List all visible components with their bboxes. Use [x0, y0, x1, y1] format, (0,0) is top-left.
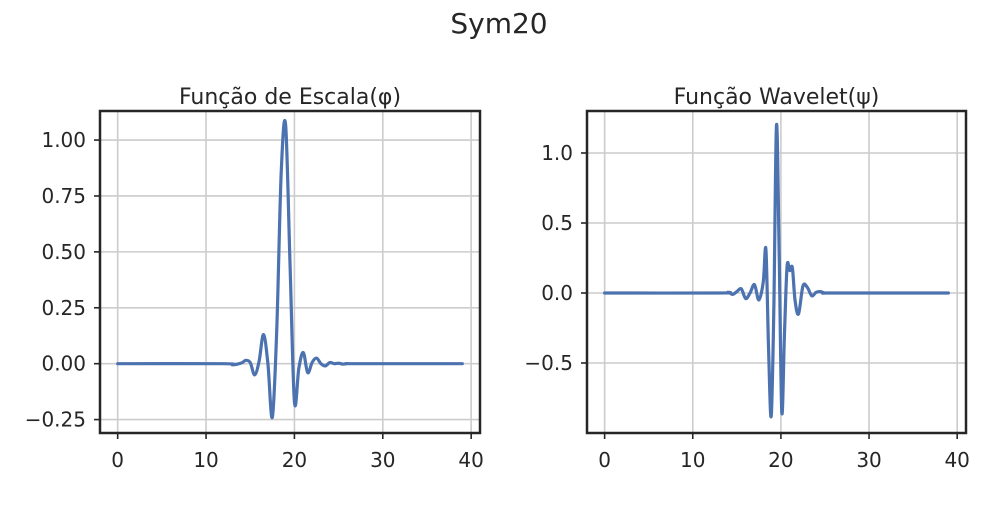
wavelet-function-xtick-label: 40	[944, 448, 969, 472]
scaling-function-frame	[98, 109, 482, 435]
scaling-function-ticks: 0 10 20 30 40 −0.25 0.00 0.25 0.50 0.75 1.00	[25, 128, 484, 472]
scaling-function-title: Função de Escala(φ)	[179, 85, 401, 110]
scaling-function-xtick-label: 40	[458, 448, 483, 472]
scaling-function-ytick-label: −0.25	[25, 408, 86, 432]
wavelet-function-ytick-label: 1.0	[541, 141, 573, 165]
wavelet-function-xtick-label: 30	[856, 448, 881, 472]
scaling-function-panel: 0 10 20 30 40 −0.25 0.00 0.25 0.50 0.75 1.00 Funçã…	[25, 85, 484, 472]
scaling-function-ytick-label: 0.50	[41, 240, 86, 264]
wavelet-function-ytick-label: −0.5	[524, 351, 573, 375]
wavelet-function-ytick-label: 0.0	[541, 281, 573, 305]
scaling-function-xtick-label: 30	[370, 448, 395, 472]
wavelet-function-grid	[587, 111, 966, 433]
wavelet-function-frame	[585, 109, 968, 435]
wavelet-function-panel: 0 10 20 30 40 −0.5 0.0 0.5 1.0 Função Wavelet(ψ)	[524, 85, 969, 472]
scaling-function-ytick-label: 0.75	[41, 184, 86, 208]
scaling-function-xtick-label: 10	[193, 448, 218, 472]
scaling-function-line	[116, 119, 464, 420]
scaling-function-ytick-label: 0.25	[41, 296, 86, 320]
wavelet-function-xtick-label: 10	[680, 448, 705, 472]
scaling-function-ytick-label: 1.00	[41, 128, 86, 152]
wavelet-function-ticks: 0 10 20 30 40 −0.5 0.0 0.5 1.0	[524, 141, 969, 472]
figure-suptitle: Sym20	[450, 7, 547, 40]
wavelet-function-title: Função Wavelet(ψ)	[674, 85, 880, 110]
wavelet-function-xtick-label: 20	[768, 448, 793, 472]
scaling-function-xtick-label: 20	[282, 448, 307, 472]
wavelet-function-ytick-label: 0.5	[541, 211, 573, 235]
scaling-function-xtick-label: 0	[111, 448, 124, 472]
scaling-function-ytick-label: 0.00	[41, 352, 86, 376]
wavelet-function-line	[603, 122, 950, 419]
wavelet-function-xtick-label: 0	[598, 448, 611, 472]
